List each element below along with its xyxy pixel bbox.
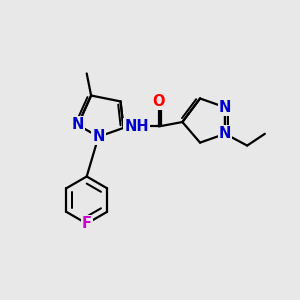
Text: O: O (153, 94, 165, 109)
Text: NH: NH (124, 119, 149, 134)
Text: N: N (219, 126, 231, 141)
Text: N: N (92, 129, 105, 144)
Text: F: F (82, 216, 92, 231)
Text: N: N (72, 118, 84, 133)
Text: N: N (219, 100, 231, 115)
